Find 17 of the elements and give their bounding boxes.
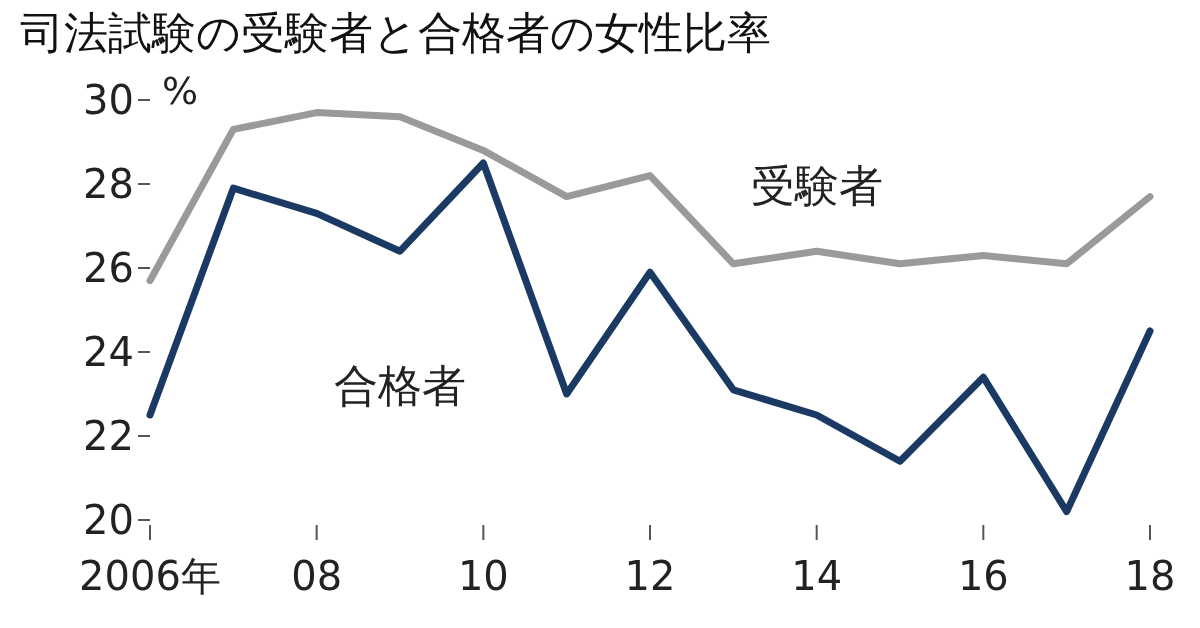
x-tick-label: 2006年 — [79, 553, 221, 599]
x-tick-label: 10 — [457, 553, 509, 599]
y-tick-label: 22 — [83, 413, 134, 459]
x-tick-label: 12 — [624, 553, 676, 599]
y-tick-label: 26 — [83, 245, 134, 291]
x-tick-label: 14 — [791, 553, 843, 599]
y-tick-label: 24 — [83, 329, 134, 375]
annotation: % — [162, 69, 199, 113]
x-tick-label: 16 — [957, 553, 1009, 599]
y-tick-label: 20 — [83, 497, 134, 543]
title: 司法試験の受験者と合格者の女性比率 — [20, 7, 771, 58]
x-tick-label: 18 — [1124, 553, 1176, 599]
series-label: 合格者 — [334, 360, 466, 412]
y-tick-label: 30 — [83, 77, 134, 123]
y-tick-label: 28 — [83, 161, 134, 207]
x-tick-label: 08 — [291, 553, 343, 599]
series-label: 受験者 — [750, 160, 883, 212]
